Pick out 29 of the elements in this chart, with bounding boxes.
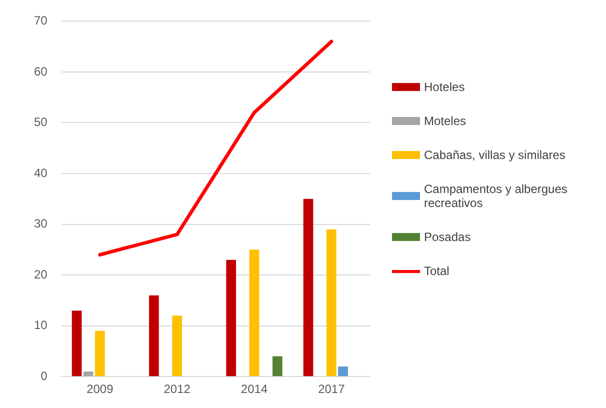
bar <box>149 295 159 376</box>
y-tick-label: 70 <box>34 14 48 28</box>
y-tick-label: 60 <box>34 64 48 78</box>
legend-label: Posadas <box>424 230 471 244</box>
legend-label: Cabañas, villas y similares <box>424 148 566 162</box>
legend-label: Moteles <box>424 114 466 128</box>
bar <box>72 310 82 376</box>
y-tick-label: 0 <box>40 368 48 383</box>
y-tick-label: 30 <box>34 216 48 231</box>
x-tick-label: 2017 <box>318 382 346 396</box>
legend-label: Campamentos y albergues recreativos <box>424 182 568 210</box>
bar <box>83 372 94 376</box>
x-tick-label: 2012 <box>164 382 191 396</box>
x-tick-label: 2014 <box>240 382 268 396</box>
bar <box>326 229 336 376</box>
x-tick-label: 2009 <box>86 382 114 396</box>
bar <box>226 260 236 376</box>
y-tick-label: 50 <box>34 115 48 130</box>
y-tick-label: 10 <box>34 318 48 332</box>
bar <box>95 330 105 376</box>
bar <box>249 250 260 376</box>
y-tick-label: 40 <box>34 166 48 180</box>
bar <box>272 356 282 376</box>
legend-label: Hoteles <box>424 80 465 94</box>
y-tick-label: 20 <box>34 267 48 282</box>
bar <box>338 366 348 376</box>
bar <box>172 316 182 376</box>
legend-label: Total <box>424 264 450 278</box>
bar <box>303 198 314 376</box>
